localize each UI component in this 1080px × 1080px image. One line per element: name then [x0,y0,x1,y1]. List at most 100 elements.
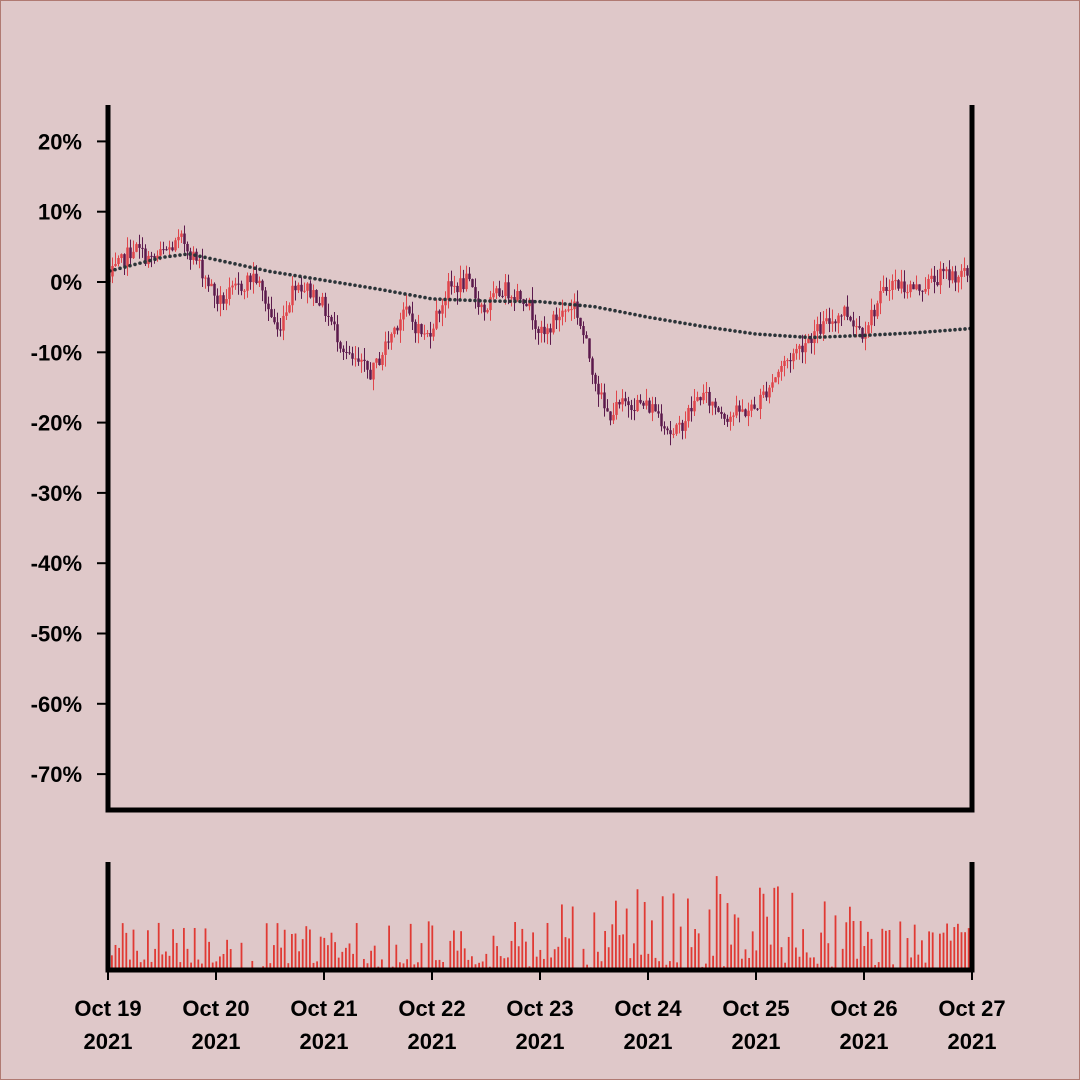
volume-bar [229,949,232,970]
candle-body [375,358,378,363]
volume-bar [719,894,722,970]
candle-body [609,411,612,421]
moving-average-point [933,329,937,334]
moving-average-point [873,333,877,337]
candle-body [234,283,237,286]
volume-bar [633,943,635,970]
volume-bar [327,945,329,970]
moving-average-point [928,329,932,334]
candle-body [894,280,897,282]
volume-bar [553,949,556,970]
candle-body [654,404,657,412]
volume-bar [568,938,570,970]
moving-average-point [363,285,367,289]
moving-average-point [198,254,202,259]
moving-average-point [123,265,127,269]
candle-body [288,305,291,313]
candle-body [162,249,165,251]
moving-average-point [453,297,457,302]
candle-body [249,275,252,283]
volume-bar [532,932,534,970]
volume-bar [471,956,473,970]
candle-body [246,275,249,291]
candle-body [138,244,141,248]
volume-bar [885,930,887,970]
x-tick-label: Oct 27 2021 [938,996,1005,1054]
volume-bar [964,932,966,970]
candle-body [420,324,423,335]
volume-bar [165,951,167,970]
moving-average-point [783,334,787,338]
candle-body [696,397,699,401]
candle-body [468,273,471,280]
candle-body [207,277,210,287]
moving-average-point [893,332,897,336]
volume-bar [960,932,963,970]
candle-body [393,327,396,335]
moving-average-point [213,257,217,262]
volume-bar [661,896,664,970]
volume-bar [197,959,200,970]
moving-average-point [823,335,827,339]
candle-body [612,414,615,421]
moving-average-point [578,303,582,308]
candle-body [216,295,219,304]
candle-body [828,318,831,324]
moving-average-point [708,325,712,330]
moving-average-point [818,335,822,339]
volume-bar [251,960,254,970]
moving-average-point [788,334,792,339]
volume-bar [265,923,268,970]
volume-bar [481,961,484,970]
volume-bar [330,932,333,970]
candle-body [801,345,804,353]
volume-bar [665,964,668,970]
candle-body [366,360,369,370]
moving-average-point [358,284,362,288]
moving-average-point [808,335,812,340]
candle-body [120,254,123,258]
volume-bar [305,926,308,970]
volume-bar [697,933,700,970]
candle-body [810,338,813,344]
volume-bar [550,957,552,970]
candle-body [930,275,933,279]
volume-bar [618,935,621,970]
candle-body [711,401,714,406]
candle-body [447,281,450,300]
candle-body [834,321,837,324]
volume-bar [762,893,765,970]
volume-bar [226,939,228,970]
moving-average-point [288,272,292,277]
volume-bar [301,939,304,970]
candle-body [369,369,372,380]
candle-body [387,341,390,343]
volume-bar [406,959,408,970]
candlestick-series [108,225,972,446]
moving-average-point [293,273,297,278]
moving-average-point [613,308,617,313]
candle-body [231,285,234,288]
volume-bar [179,962,182,970]
candle-body [915,284,918,290]
volume-bar [820,932,822,970]
candle-body [432,328,435,337]
volume-bar [859,921,862,970]
candle-body [945,269,948,272]
candle-body [723,413,726,419]
moving-average-point [478,298,482,303]
candle-body [669,430,672,435]
y-tick-label: -10% [31,340,82,365]
moving-average-point [448,297,452,302]
volume-bar [355,923,358,970]
candle-body [660,413,663,427]
candle-body [879,291,882,304]
moving-average-point [803,335,807,340]
candle-body [780,365,783,372]
candle-body [762,391,765,395]
candle-body [585,335,588,339]
candle-body [477,298,480,308]
volume-bar [204,928,207,970]
moving-average-point [748,331,752,335]
candle-body [285,312,288,316]
